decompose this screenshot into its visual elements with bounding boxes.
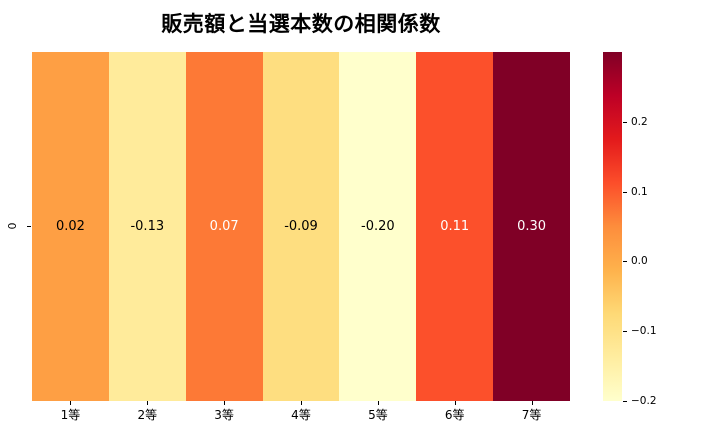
x-axis-tick bbox=[301, 401, 302, 405]
y-axis-tick bbox=[27, 226, 31, 227]
heatmap-cell: -0.20 bbox=[339, 52, 417, 401]
heatmap-cell: -0.09 bbox=[262, 52, 340, 401]
cell-value: 0.07 bbox=[209, 219, 239, 234]
colorbar bbox=[603, 52, 622, 401]
colorbar-tick-label: 0.2 bbox=[631, 115, 648, 128]
colorbar-tick bbox=[623, 121, 627, 123]
x-axis-tick bbox=[454, 401, 456, 405]
cell-value: 0.02 bbox=[55, 219, 85, 234]
x-axis-label: 7等 bbox=[521, 408, 542, 422]
cell-value: -0.09 bbox=[284, 219, 318, 234]
heatmap-cell: 0.02 bbox=[32, 52, 109, 401]
colorbar-tick bbox=[623, 261, 627, 263]
colorbar-tick-label: −0.2 bbox=[631, 395, 657, 407]
x-axis-tick bbox=[70, 401, 72, 405]
heatmap-cell: -0.13 bbox=[108, 52, 186, 401]
x-axis-label: 2等 bbox=[137, 408, 158, 422]
colorbar-tick-label: 0.1 bbox=[631, 185, 648, 198]
cell-value: 0.11 bbox=[440, 219, 470, 234]
x-axis-label: 6等 bbox=[444, 408, 465, 422]
x-axis-label: 1等 bbox=[60, 408, 81, 422]
cell-value: -0.20 bbox=[361, 219, 395, 234]
chart-title: 販売額と当選本数の相関係数 bbox=[161, 12, 441, 36]
heatmap-cell: 0.11 bbox=[416, 52, 494, 401]
heatmap: 0.02 -0.13 0.07 -0.09 -0.20 0.11 0.30 bbox=[32, 52, 571, 401]
x-axis-label: 3等 bbox=[214, 408, 234, 422]
x-axis-label: 4等 bbox=[291, 408, 311, 422]
y-axis-label: 0 bbox=[5, 222, 18, 230]
colorbar-tick bbox=[623, 331, 627, 333]
x-axis-label: 5等 bbox=[368, 408, 388, 422]
colorbar-tick bbox=[623, 191, 627, 193]
x-axis-tick bbox=[531, 401, 533, 405]
x-axis-tick bbox=[224, 401, 226, 405]
colorbar-tick bbox=[623, 401, 627, 402]
heatmap-cell: 0.07 bbox=[185, 52, 263, 401]
heatmap-cell: 0.30 bbox=[493, 52, 571, 401]
x-axis-tick bbox=[147, 401, 149, 405]
colorbar-tick-label: −0.1 bbox=[631, 325, 657, 338]
cell-value: -0.13 bbox=[130, 219, 165, 234]
x-axis-tick bbox=[377, 401, 379, 405]
colorbar-tick-label: 0.0 bbox=[631, 255, 648, 268]
cell-value: 0.30 bbox=[517, 219, 547, 234]
